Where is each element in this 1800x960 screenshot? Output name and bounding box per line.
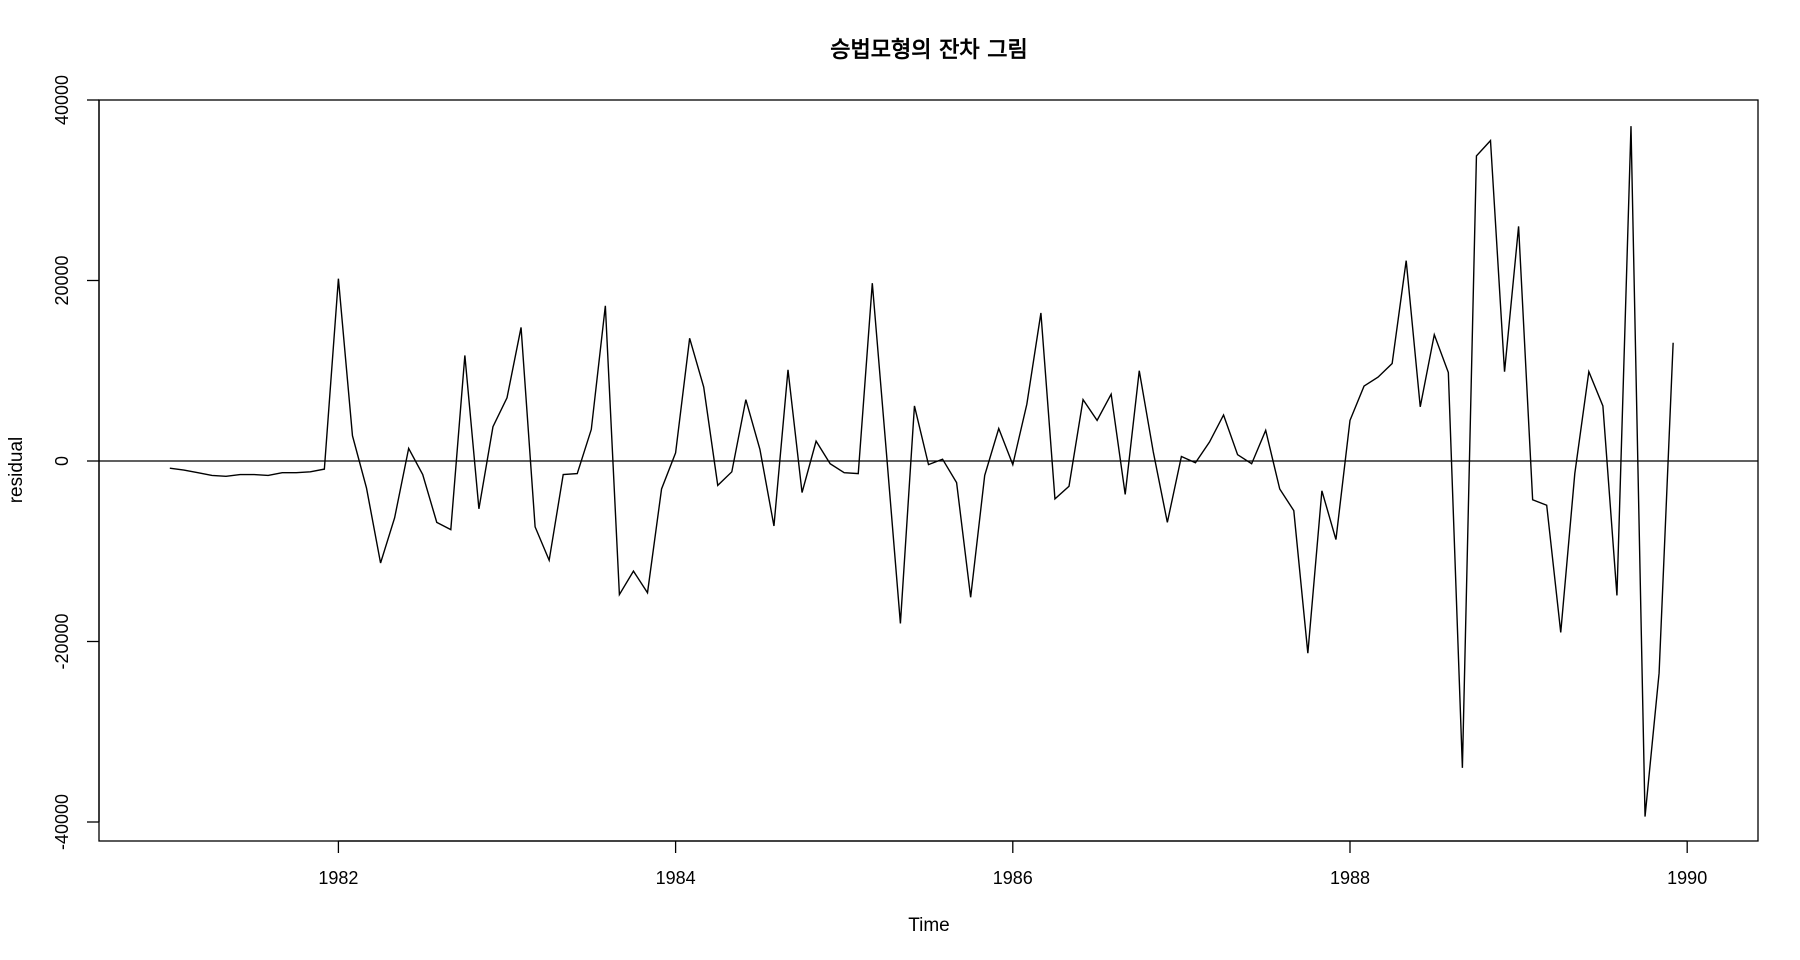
x-tick-label: 1990 (1667, 868, 1707, 888)
x-tick-label: 1982 (318, 868, 358, 888)
y-tick-label: 40000 (52, 75, 72, 125)
x-axis: 1982 1984 1986 1988 1990 (318, 840, 1707, 888)
x-axis-label: Time (908, 915, 950, 936)
plot-frame (98, 99, 1759, 842)
residual-series-line (169, 126, 1674, 817)
chart-title: 승법모형의 잔차 그림 (830, 38, 1027, 63)
y-tick-label: 20000 (52, 255, 72, 305)
y-axis: -40000 -20000 0 20000 40000 (52, 75, 100, 850)
x-tick-label: 1984 (656, 868, 696, 888)
y-axis-label: residual (6, 437, 27, 504)
y-tick-label: 0 (52, 456, 72, 466)
x-tick-label: 1988 (1330, 868, 1370, 888)
residual-points (170, 126, 1674, 817)
x-tick-label: 1986 (993, 868, 1033, 888)
y-tick-label: -20000 (52, 613, 72, 669)
y-tick-label: -40000 (52, 794, 72, 850)
